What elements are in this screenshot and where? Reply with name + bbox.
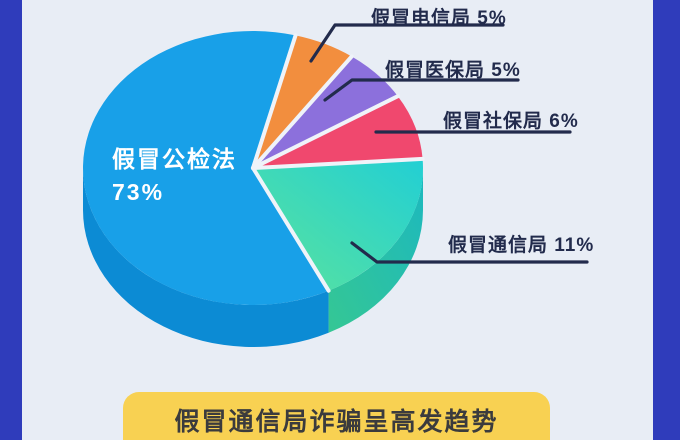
pie-slice-2 <box>253 56 398 169</box>
pie-separator-1 <box>251 54 354 170</box>
banner-text: 假冒通信局诈骗呈高发趋势 <box>174 408 499 436</box>
pie-separator-3 <box>251 156 425 170</box>
callout-social-security-bureau: 假冒社保局 6% <box>443 111 579 132</box>
pie-slice-4 <box>253 158 423 291</box>
pie-wall-0 <box>83 168 329 347</box>
pie-slice-0 <box>83 30 329 305</box>
pie-separator-0 <box>251 33 298 170</box>
leader-line-2 <box>323 78 520 102</box>
pie-wall-4 <box>328 168 423 333</box>
leader-line-4 <box>350 241 589 264</box>
highlight-banner: 假冒通信局诈骗呈高发趋势 <box>123 392 550 440</box>
pie-separator-4 <box>251 166 331 293</box>
leader-line-1 <box>309 23 505 63</box>
callout-medical-insurance-bureau: 假冒医保局 5% <box>385 60 521 81</box>
pie-slice-1 <box>253 35 352 169</box>
callout-telecom-bureau: 假冒电信局 5% <box>371 8 507 29</box>
pie-main-label-name: 假冒公检法 <box>112 146 237 172</box>
pie-slice-3 <box>253 96 423 168</box>
pie-separator-2 <box>251 94 400 170</box>
pie-main-label-percent: 73% <box>112 179 165 205</box>
pie-main-label: 假冒公检法 73% <box>112 143 237 209</box>
left-frame-stripe <box>0 0 22 440</box>
callout-communications-bureau: 假冒通信局 11% <box>448 235 595 256</box>
right-frame-stripe <box>653 0 680 440</box>
